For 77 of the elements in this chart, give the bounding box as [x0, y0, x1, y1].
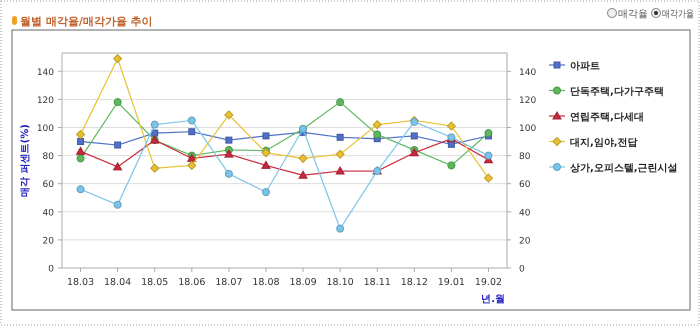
point [336, 134, 344, 141]
point [114, 142, 122, 149]
point [224, 150, 234, 158]
y-tick-label: 20 [42, 236, 54, 246]
x-tick-label: 18.07 [215, 277, 242, 288]
x-tick-label: 19.01 [438, 277, 465, 288]
point [225, 136, 232, 144]
point [446, 122, 456, 131]
x-tick-label: 18.05 [141, 277, 168, 288]
legend-label: 연립주택,다세대 [570, 112, 644, 123]
x-axis-title: 년.월 [481, 294, 505, 305]
point [336, 166, 345, 175]
y2-tick-label: 60 [519, 180, 531, 190]
point [114, 200, 122, 209]
y-tick-label: 100 [36, 124, 54, 134]
point [262, 188, 270, 196]
y-tick-label: 140 [36, 68, 54, 78]
point [484, 129, 492, 138]
y-tick-label: 120 [36, 96, 54, 106]
text: 매각율 [618, 9, 648, 20]
y-tick-label: 60 [42, 180, 54, 190]
point [76, 146, 86, 155]
point [336, 224, 344, 233]
x-tick-label: 18.03 [66, 277, 94, 288]
point [261, 148, 270, 158]
y2-tick-label: 120 [519, 96, 536, 106]
x-tick-label: 18.04 [104, 277, 132, 288]
point [410, 148, 419, 156]
point [114, 98, 122, 106]
point [336, 150, 345, 159]
y2-tick-label: 0 [519, 264, 525, 274]
point [150, 120, 159, 129]
point [113, 54, 122, 64]
point [76, 154, 85, 162]
point [261, 160, 270, 169]
legend-label: 아파트 [570, 61, 600, 72]
y-tick-label: 80 [42, 152, 54, 162]
legend-label: 단독주택,다가구주택 [570, 86, 664, 98]
point [262, 132, 270, 140]
x-tick-label: 18.06 [178, 277, 206, 288]
y2-tick-label: 100 [519, 124, 536, 134]
point [298, 170, 308, 179]
legend-label: 상가,오피스텔,근린시설 [570, 163, 678, 174]
point [76, 130, 86, 140]
point [447, 161, 456, 170]
point [336, 98, 344, 106]
legend-label: 대지,임야,전답 [570, 138, 638, 148]
x-tick-label: 18.09 [289, 277, 317, 288]
chart-title: 월별 매각율/매각가율 추이 [20, 15, 153, 28]
point [113, 162, 122, 170]
point [188, 116, 196, 124]
point [484, 174, 493, 183]
y-tick-label: 40 [42, 208, 54, 218]
point [484, 152, 492, 160]
point [224, 170, 233, 178]
point [188, 128, 196, 136]
point [372, 120, 382, 130]
y2-tick-label: 80 [519, 152, 531, 162]
x-tick-label: 18.08 [252, 277, 280, 288]
y2-tick-label: 20 [519, 236, 531, 246]
point [373, 130, 382, 139]
point [77, 138, 84, 146]
point [410, 132, 418, 140]
y-tick-label: 0 [48, 264, 54, 274]
x-tick-label: 19.02 [474, 277, 502, 288]
y-axis-title: 매각 퍼센트(%) [20, 124, 31, 197]
y2-tick-label: 140 [519, 68, 536, 78]
x-tick-label: 18.10 [326, 277, 354, 288]
point [150, 164, 160, 173]
x-tick-label: 18.12 [400, 277, 428, 288]
point [224, 110, 234, 120]
point [76, 185, 85, 194]
point [298, 154, 308, 163]
y2-tick-label: 40 [519, 208, 531, 218]
x-tick-label: 18.11 [364, 277, 391, 288]
text: 매각가율 [662, 9, 700, 20]
point [187, 160, 196, 170]
